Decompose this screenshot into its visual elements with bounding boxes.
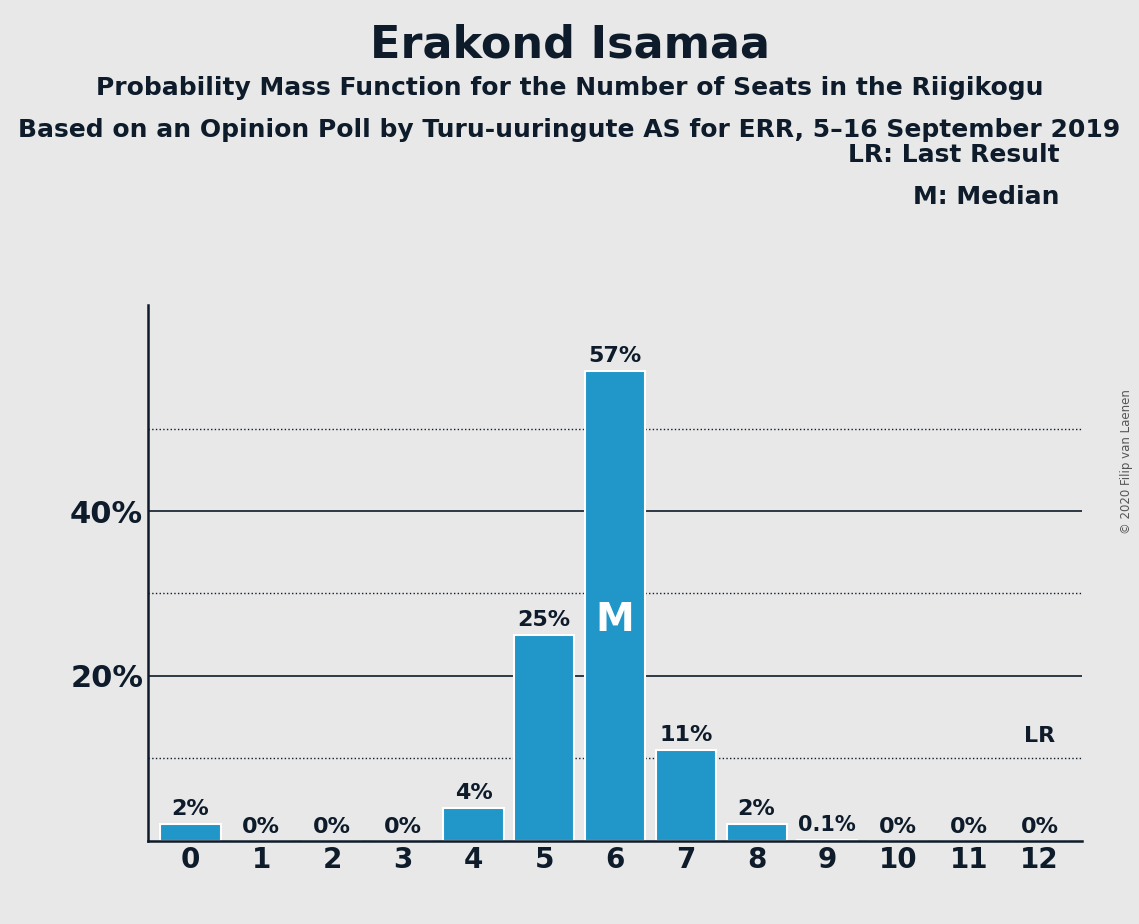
Text: 0%: 0% <box>243 817 280 837</box>
Text: 25%: 25% <box>518 610 571 630</box>
Text: Based on an Opinion Poll by Turu-uuringute AS for ERR, 5–16 September 2019: Based on an Opinion Poll by Turu-uuringu… <box>18 118 1121 142</box>
Text: Erakond Isamaa: Erakond Isamaa <box>369 23 770 67</box>
Text: © 2020 Filip van Laenen: © 2020 Filip van Laenen <box>1121 390 1133 534</box>
Bar <box>161 824 221 841</box>
Text: LR: Last Result: LR: Last Result <box>847 143 1059 167</box>
Text: 0%: 0% <box>1021 817 1058 837</box>
Bar <box>656 750 716 841</box>
Text: M: M <box>596 601 634 639</box>
Text: LR: LR <box>1024 726 1055 746</box>
Bar <box>585 371 645 841</box>
Text: 0%: 0% <box>313 817 351 837</box>
Text: M: Median: M: Median <box>912 185 1059 209</box>
Text: 57%: 57% <box>589 346 641 366</box>
Text: 0%: 0% <box>879 817 917 837</box>
Text: 4%: 4% <box>454 783 492 803</box>
Bar <box>727 824 787 841</box>
Text: 11%: 11% <box>659 725 713 745</box>
Text: 2%: 2% <box>172 799 210 820</box>
Bar <box>443 808 503 841</box>
Bar <box>514 635 574 841</box>
Text: 0%: 0% <box>384 817 421 837</box>
Text: 0%: 0% <box>950 817 988 837</box>
Text: Probability Mass Function for the Number of Seats in the Riigikogu: Probability Mass Function for the Number… <box>96 76 1043 100</box>
Text: 2%: 2% <box>738 799 776 820</box>
Text: 0.1%: 0.1% <box>798 815 857 835</box>
